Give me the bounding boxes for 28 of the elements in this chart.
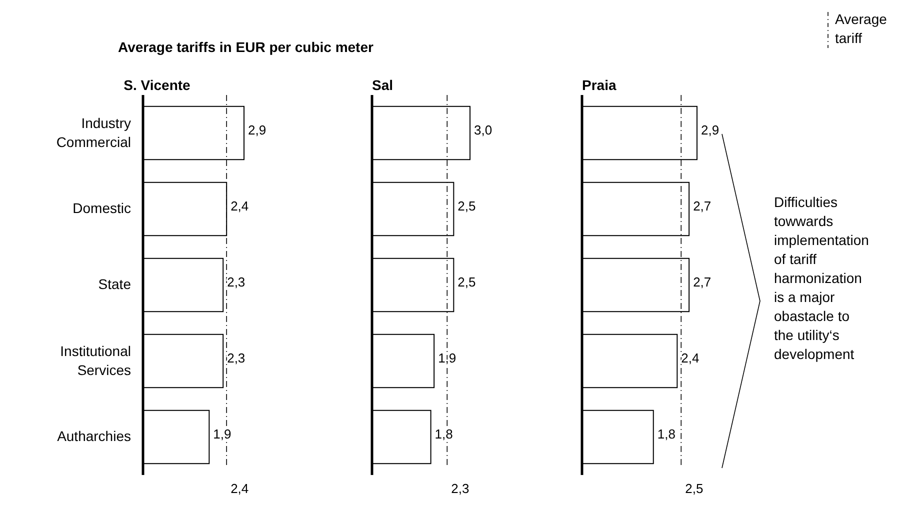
ref-line-label: 2,5	[685, 481, 704, 496]
text: Average tariff	[835, 11, 888, 46]
data-label: 1,8	[434, 426, 453, 442]
ref-line-label: 2,3	[451, 481, 470, 496]
chart-title: Sal	[372, 77, 394, 93]
y-tick-label: Domestic	[72, 200, 131, 216]
chart-subtitle: S. Vicente	[124, 77, 191, 93]
data-label: 2,4	[681, 350, 700, 366]
data-label: 2,4	[230, 198, 249, 214]
chart-title: Average tariffs in EUR per cubic meter	[118, 39, 374, 55]
data-label: 3,0	[474, 122, 492, 138]
chart-title: Praia	[582, 77, 616, 93]
data-label: 2,3	[227, 350, 246, 366]
data-label: 2,5	[458, 274, 476, 290]
data-label: 2,9	[248, 122, 266, 138]
ref-line-label: 2,4	[230, 481, 249, 496]
y-tick-label: State	[98, 276, 132, 292]
data-label: 2,5	[458, 198, 476, 214]
text: Difficulties towwards implementation of tariff harmonization is a major obastacle to the utility‘s development	[774, 194, 869, 362]
data-label: 2,9	[701, 122, 720, 138]
data-label: 2,3	[227, 274, 246, 290]
data-label: 1,8	[657, 426, 676, 442]
y-tick-label: Industry Commercial	[56, 114, 131, 150]
y-tick-label: Institutional Services	[60, 342, 131, 378]
data-label: 1,9	[213, 426, 232, 442]
y-tick-label: Autharchies	[57, 428, 131, 444]
data-label: 2,7	[693, 198, 712, 214]
data-label: 2,7	[693, 274, 712, 290]
